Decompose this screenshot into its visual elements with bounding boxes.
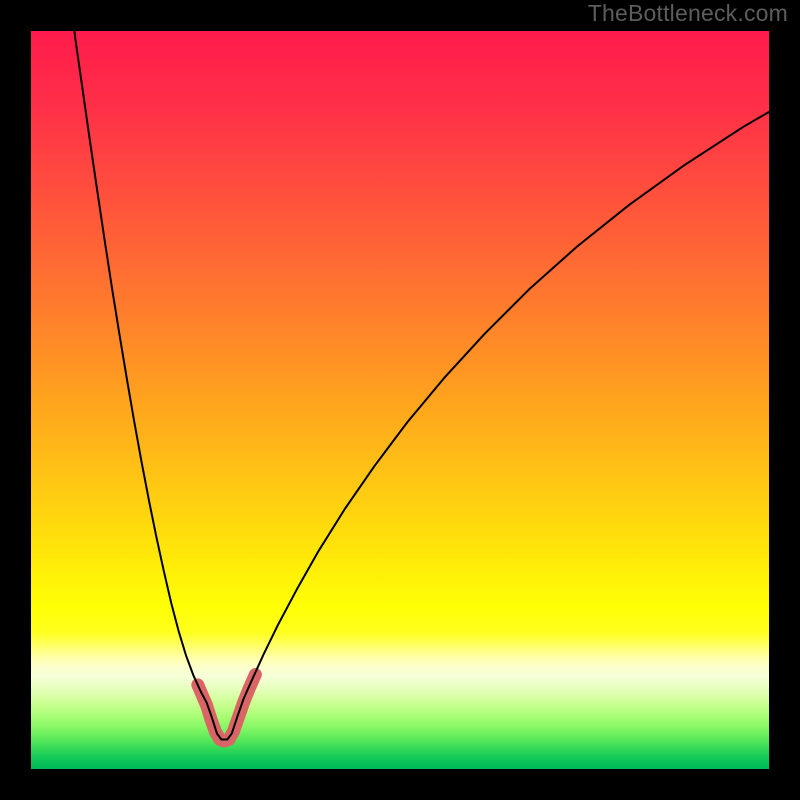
watermark-label: TheBottleneck.com	[588, 0, 788, 27]
chart-stage: TheBottleneck.com	[0, 0, 800, 800]
bottleneck-chart	[0, 0, 800, 800]
plot-background	[31, 31, 769, 769]
